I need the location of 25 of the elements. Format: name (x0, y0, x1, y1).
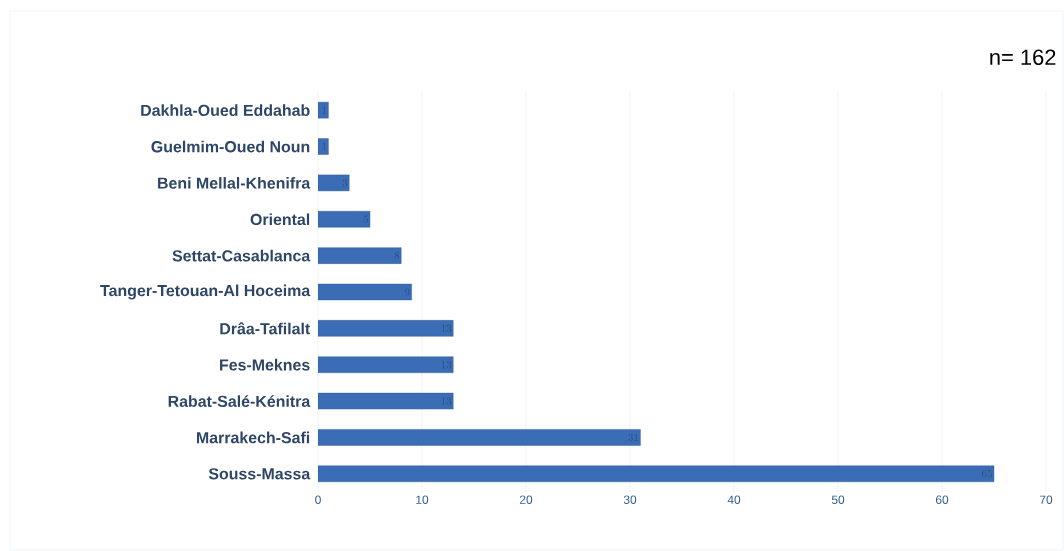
bar (318, 465, 995, 483)
x-tick-label: 20 (519, 495, 533, 504)
y-tick-label: Oriental (250, 213, 310, 226)
y-tick-label: Guelmim-Oued Noun (151, 140, 310, 153)
y-tick-label: Tanger-Tetouan-Al Hoceima (100, 284, 311, 300)
bar (318, 320, 454, 337)
y-tick-label: Dakhla-Oued Eddahab (141, 104, 310, 117)
x-tick-label: 40 (727, 495, 741, 504)
y-tick-label: Rabat-Salé-Kénitra (168, 395, 311, 407)
text: n= 162 (990, 49, 1056, 66)
x-tick-label: 10 (416, 495, 429, 504)
x-tick-label: 0 (315, 495, 321, 504)
x-tick-label: 70 (1039, 495, 1053, 504)
y-tick-label: Fes-Meknes (220, 358, 310, 371)
bar (318, 429, 641, 446)
bar (318, 356, 454, 373)
x-tick-label: 60 (935, 495, 949, 504)
x-tick-label: 30 (623, 495, 637, 504)
y-tick-label: Settat-Casablanca (172, 249, 311, 262)
y-tick-label: Marrakech-Safi (197, 431, 310, 444)
bar (318, 247, 402, 264)
y-tick-label: Drâa-Tafilalt (220, 322, 311, 335)
x-tick-label: 50 (831, 495, 845, 504)
y-tick-label: Beni Mellal-Khenifra (158, 177, 311, 189)
y-tick-label: Souss-Massa (208, 468, 311, 480)
